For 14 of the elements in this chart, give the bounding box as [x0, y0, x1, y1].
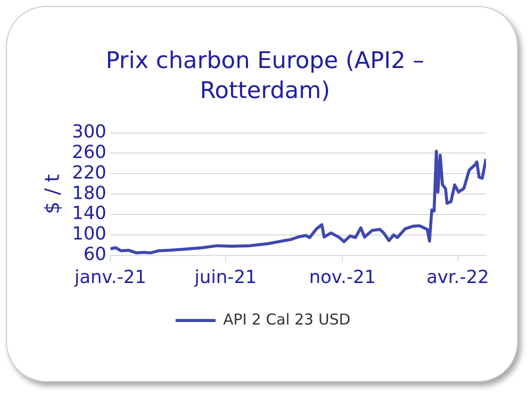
y-tick-label: 300 [72, 121, 106, 142]
chart-title: Prix charbon Europe (API2 – Rotterdam) [104, 47, 426, 106]
y-tick-label: 100 [72, 224, 106, 245]
y-tick-label: 60 [83, 244, 106, 266]
legend-label: API 2 Cal 23 USD [223, 310, 350, 328]
y-tick-label: 180 [72, 182, 106, 204]
x-tick-label: janv.-21 [73, 266, 146, 288]
x-tick-label: juin-21 [194, 266, 257, 288]
y-tick-label: 140 [72, 203, 106, 224]
y-tick-label: 260 [72, 142, 106, 163]
y-axis-title: $ / t [40, 174, 64, 214]
x-tick-label: nov.-21 [309, 266, 376, 288]
y-tick-label: 220 [72, 162, 106, 184]
x-tick-label: avr.-22 [426, 266, 490, 288]
